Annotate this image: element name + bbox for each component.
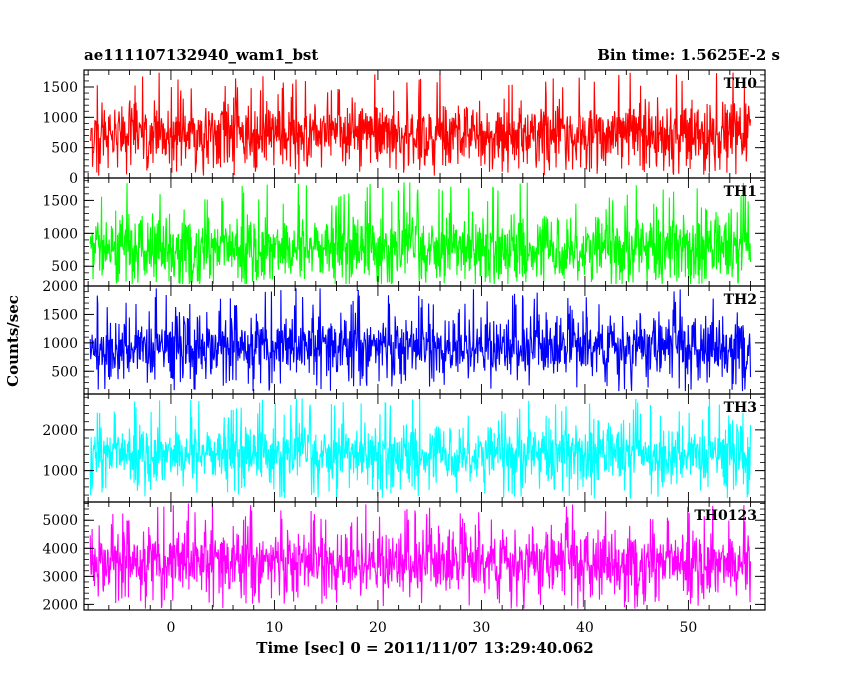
- y-tick-label: 2000: [42, 597, 78, 613]
- chart-title-right: Bin time: 1.5625E-2 s: [597, 46, 780, 64]
- y-tick-label: 500: [51, 259, 78, 275]
- y-tick-label: 1000: [42, 110, 78, 126]
- y-tick-label: 500: [51, 141, 78, 157]
- y-tick-label: 3000: [42, 569, 78, 585]
- x-tick-label: 30: [473, 620, 491, 636]
- y-tick-label: 2000: [42, 279, 78, 295]
- x-axis: 0 10 20 30 40 50: [166, 620, 697, 636]
- x-tick-label: 0: [166, 620, 175, 636]
- y-tick-label: 1500: [42, 193, 78, 209]
- panel-label-th3: TH3: [724, 400, 757, 416]
- series-th3: [89, 398, 752, 499]
- panel-frame: [83, 501, 766, 611]
- y-axis-label: Counts/sec: [4, 295, 22, 387]
- panels-group: 0 500 1000 1500 TH0 500 1000 1500 TH1 500 1000 1500…: [42, 69, 766, 613]
- x-tick-label: 20: [369, 620, 387, 636]
- series-th1: [89, 182, 752, 285]
- panel-label-th0123: TH0123: [694, 508, 757, 524]
- series-th0123: [89, 503, 752, 609]
- panel-th2: 500 1000 1500 2000 TH2: [42, 279, 766, 395]
- y-tick-label: 1500: [42, 80, 78, 96]
- y-tick-label: 1000: [42, 464, 78, 480]
- x-tick-label: 40: [576, 620, 594, 636]
- y-tick-label: 5000: [42, 513, 78, 529]
- y-tick-label: 2000: [42, 423, 78, 439]
- series-th2: [89, 288, 752, 392]
- chart-title-left: ae111107132940_wam1_bst: [84, 46, 318, 64]
- series-th0: [89, 72, 752, 176]
- panel-label-th1: TH1: [724, 184, 757, 200]
- y-tick-label: 1500: [42, 307, 78, 323]
- x-axis-label: Time [sec] 0 = 2011/11/07 13:29:40.062: [256, 639, 593, 657]
- panel-th3: 1000 2000 TH3: [42, 393, 766, 503]
- x-tick-label: 50: [679, 620, 697, 636]
- panel-label-th2: TH2: [724, 292, 757, 308]
- y-tick-label: 1000: [42, 336, 78, 352]
- y-tick-label: 0: [69, 171, 78, 187]
- panel-label-th0: TH0: [724, 76, 758, 92]
- y-tick-label: 4000: [42, 541, 78, 557]
- x-tick-label: 10: [266, 620, 284, 636]
- y-tick-label: 1000: [42, 226, 78, 242]
- y-tick-label: 500: [51, 364, 78, 380]
- panel-th0123: 2000 3000 4000 5000 TH0123: [42, 501, 766, 613]
- panel-th1: 500 1000 1500 TH1: [42, 177, 766, 287]
- panel-th0: 0 500 1000 1500 TH0: [42, 69, 766, 187]
